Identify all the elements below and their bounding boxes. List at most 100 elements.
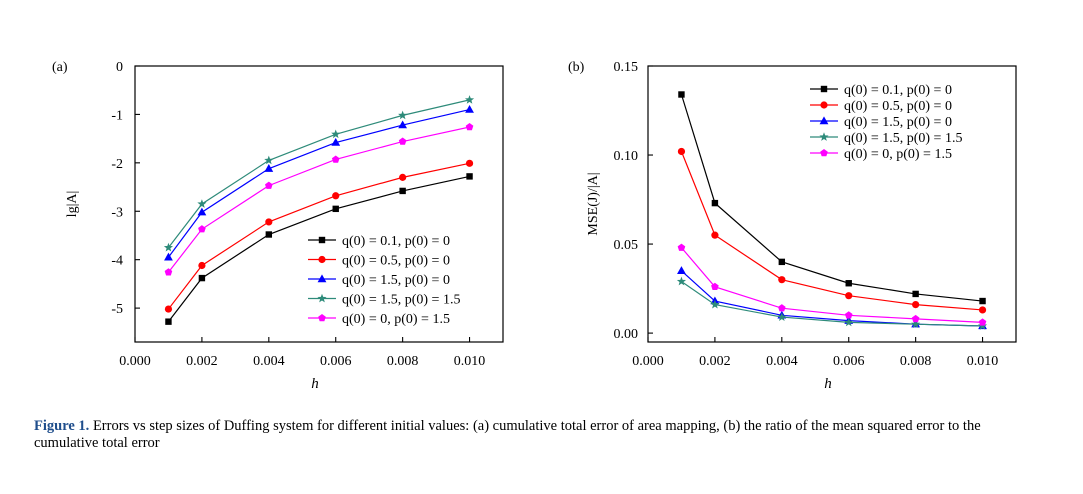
panel-b-legend-marker-0 [820, 85, 828, 93]
panel-a-legend-marker-0 [318, 236, 326, 244]
panel-b-series-1-point [711, 231, 719, 239]
panel-a-series-1-point [198, 261, 206, 270]
panel-a-series-2-point [164, 252, 173, 261]
panel-b-y-tick-label: 0.15 [614, 60, 639, 75]
panel-b-y-tick-label: 0.05 [614, 238, 639, 253]
panel-b-series-3-point [710, 299, 720, 309]
figure-caption: Figure 1. Errors vs step sizes of Duffin… [34, 418, 1044, 452]
panel-a-series-1-point [399, 173, 407, 181]
panel-b-series-line-2 [681, 270, 983, 327]
panel-b-series-0-point [678, 91, 685, 98]
panel-a-y-tick-label: -5 [111, 302, 123, 317]
panel-b-series-1-point [677, 147, 686, 156]
panel-b-series-4-point [844, 311, 853, 319]
panel-a-x-tick-label: 0.006 [320, 354, 352, 369]
panel-b-y-axis-label: MSE(J)/|A| [586, 172, 601, 235]
panel-b-series-3-point [844, 317, 854, 327]
panel-b-series-3-point [777, 312, 787, 321]
panel-a-y-tick-label: -4 [111, 254, 123, 269]
panel-a-series-3-point [264, 155, 274, 165]
panel-a-legend-label-0: q(0) = 0.1, p(0) = 0 [342, 234, 450, 249]
panel-a-series-3-point [197, 199, 207, 208]
panel-a-series-4-point [198, 225, 206, 233]
panel-b-y-tick-label: 0.10 [614, 149, 639, 164]
panel-a-series-4-point [331, 155, 340, 163]
panel-b-series-0-point [979, 297, 986, 305]
panel-b-plot-frame [647, 65, 1017, 343]
panel-a-x-tick-label: 0.000 [119, 354, 151, 369]
panel-a-series-4-point [265, 181, 273, 189]
panel-b-legend-marker-2 [819, 116, 829, 125]
panel-a-x-tick-label: 0.004 [253, 354, 285, 369]
panel-a-series-0-point [332, 205, 339, 213]
panel-b-legend-label-4: q(0) = 0, p(0) = 1.5 [844, 147, 952, 162]
panel-a-series-line-1 [167, 162, 470, 310]
panel-b-series-line-1 [680, 151, 983, 311]
panel-a-series-1-point [164, 305, 173, 313]
panel-a-series-3-point [398, 110, 408, 120]
panel-b-label: (b) [568, 60, 585, 75]
panel-a-series-0-point [265, 231, 273, 238]
panel-b-series-2-point [677, 266, 686, 274]
panel-a-x-axis-label: h [311, 376, 319, 392]
panel-b-series-1-point [845, 292, 853, 300]
panel-b-x-tick-label: 0.000 [632, 354, 664, 369]
panel-a-plot-frame [134, 65, 504, 343]
panel-b-x-tick-label: 0.008 [900, 354, 932, 369]
panel-a-series-line-3 [167, 99, 470, 248]
caption-label: Figure 1. [34, 418, 90, 434]
panel-a-legend-marker-3 [317, 293, 327, 303]
panel-a-x-tick-label: 0.008 [387, 354, 419, 369]
panel-a-series-4-point [398, 137, 407, 145]
panel-b-series-4-point [978, 318, 987, 326]
panel-b-x-tick-label: 0.010 [967, 354, 999, 369]
panel-a-x-tick-label: 0.002 [186, 354, 218, 369]
panel-a-series-0-point [399, 187, 406, 195]
panel-b-series-4-point [778, 304, 786, 312]
panel-a-label: (a) [52, 60, 68, 75]
panel-b-series-line-4 [680, 247, 983, 324]
panel-b-legend-marker-3 [819, 132, 829, 141]
panel-a-series-2-point [264, 164, 274, 172]
panel-b-series-1-point [778, 276, 786, 284]
panel-a-legend-label-4: q(0) = 0, p(0) = 1.5 [342, 312, 450, 327]
panel-a-y-tick-label: -2 [111, 157, 123, 172]
panel-a-series-3-point [163, 242, 174, 252]
panel-a-series-2-point [197, 207, 207, 216]
panel-a-x-tick-label: 0.010 [454, 354, 486, 369]
panel-b-series-1-point [912, 301, 920, 309]
panel-b-series-4-point [711, 282, 719, 291]
panel-a-series-4-point [465, 123, 474, 131]
panel-a-legend-marker-1 [318, 255, 326, 264]
panel-b-x-tick-label: 0.002 [699, 354, 731, 369]
panel-b-series-0-point [912, 290, 919, 298]
panel-a-series-1-point [465, 159, 474, 167]
panel-a-legend-marker-2 [317, 274, 327, 283]
panel-b-x-tick-label: 0.004 [766, 354, 798, 369]
panel-b-series-0-point [778, 258, 786, 266]
panel-a-series-4-point [164, 268, 173, 276]
panel-b-series-0-point [711, 199, 719, 207]
panel-a-legend-label-1: q(0) = 0.5, p(0) = 0 [342, 254, 450, 269]
panel-a-series-line-0 [167, 175, 470, 323]
panel-b-series-4-point [677, 243, 686, 251]
panel-a-y-tick-label: 0 [116, 60, 123, 75]
panel-b-legend-marker-1 [820, 101, 828, 109]
panel-a-series-1-point [332, 192, 340, 200]
panel-a-series-3-point [464, 95, 475, 104]
panel-a-series-2-point [465, 104, 474, 113]
panel-b-series-4-point [911, 314, 920, 323]
panel-a-y-tick-label: -3 [111, 205, 123, 220]
panel-b-y-tick-label: 0.00 [614, 327, 639, 342]
panel-a-series-2-point [398, 120, 408, 129]
panel-b-legend-label-1: q(0) = 0.5, p(0) = 0 [844, 99, 952, 114]
panel-a-legend-label-3: q(0) = 1.5, p(0) = 1.5 [342, 293, 460, 308]
panel-a-legend-marker-4 [318, 314, 326, 322]
panel-a-series-line-2 [167, 108, 470, 258]
panel-b-legend-label-3: q(0) = 1.5, p(0) = 1.5 [844, 131, 962, 146]
panel-b-series-3-point [676, 276, 687, 286]
panel-b-series-3-point [911, 319, 921, 329]
panel-a-y-tick-label: -1 [111, 108, 123, 123]
panel-b-series-0-point [845, 280, 852, 287]
